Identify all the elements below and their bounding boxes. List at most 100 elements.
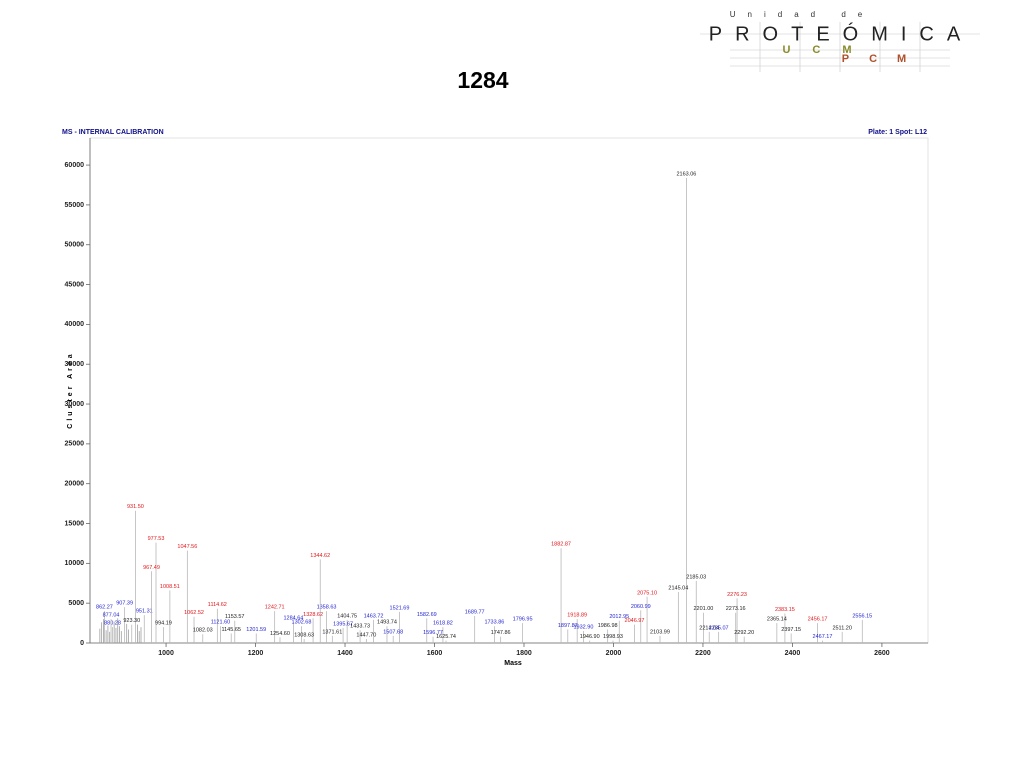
peak-label: 2103.99: [650, 629, 670, 635]
x-tick-label: 2200: [695, 650, 711, 657]
peak-label: 1308.63: [294, 632, 314, 638]
peak-label: 1121.60: [211, 620, 230, 626]
peak-label: 1328.62: [303, 612, 323, 618]
peak-label: 1082.03: [193, 628, 213, 634]
x-tick-label: 1400: [337, 650, 353, 657]
y-tick-label: 55000: [65, 202, 85, 209]
peak-label: 2456.17: [808, 617, 828, 623]
peak-label: 1433.73: [350, 624, 370, 630]
y-tick-label: 60000: [65, 162, 85, 169]
peak-label: 2185.03: [686, 574, 706, 580]
y-tick-label: 10000: [65, 560, 85, 567]
peak-label: 1618.82: [433, 621, 453, 627]
x-tick-label: 2600: [874, 650, 890, 657]
peak-label: 1302.68: [292, 620, 312, 626]
peak-label: 1358.63: [317, 605, 337, 611]
x-tick-label: 1200: [248, 650, 264, 657]
peak-label: 931.50: [127, 504, 144, 510]
peak-label: 2145.04: [668, 585, 688, 591]
peak-label: 951.31: [136, 609, 153, 615]
peak-label: 2060.99: [631, 604, 651, 610]
peak-label: 1371.61: [322, 629, 342, 635]
peak-label: 2397.15: [781, 627, 801, 633]
peak-label: 2214.04: [699, 625, 719, 631]
peak-label: 1507.68: [383, 629, 403, 635]
peak-label: 1582.69: [417, 612, 437, 618]
plot-frame: [89, 137, 929, 644]
peak-label: 2383.15: [775, 607, 795, 613]
peak-label: 2292.20: [734, 630, 754, 636]
peak-label: 1404.75: [337, 613, 357, 619]
peak-label: 2235.07: [709, 625, 729, 631]
y-tick-label: 45000: [65, 281, 85, 288]
peak-label: 1897.87: [558, 623, 578, 629]
peak-label: 2163.06: [676, 171, 696, 177]
peak-label: 1344.62: [310, 553, 330, 559]
peak-label: 2511.20: [832, 625, 851, 631]
peak-label: 1796.95: [513, 617, 533, 623]
y-tick-label: 30000: [65, 401, 85, 408]
peak-label: 2201.00: [693, 606, 713, 612]
x-tick-label: 1600: [427, 650, 443, 657]
peak-label: 1986.98: [598, 623, 618, 629]
y-tick-label: 25000: [65, 441, 85, 448]
peak-label: 1447.70: [356, 632, 376, 638]
peak-label: 2467.17: [813, 634, 833, 640]
peak-label: 994.19: [155, 621, 172, 627]
logo-ucm: UCM: [782, 44, 873, 56]
subtitle-right: Plate: 1 Spot: L12: [868, 129, 927, 136]
peak-label: 1008.51: [160, 584, 180, 590]
y-tick-label: 0: [80, 640, 84, 647]
logo-name: PROTEÓMICA: [709, 22, 973, 45]
peak-label: 1998.93: [603, 634, 623, 640]
peak-label: 1047.56: [177, 544, 197, 550]
y-tick-label: 50000: [65, 242, 85, 249]
subtitle-left: MS - INTERNAL CALIBRATION: [62, 129, 164, 136]
peak-label: 923.30: [123, 618, 140, 624]
x-axis-label: Mass: [504, 660, 522, 667]
peak-label: 1747.86: [491, 630, 511, 636]
peak-label: 1284.64: [283, 616, 303, 622]
peak-label: 1596.77: [423, 630, 443, 636]
peak-label: 862.27: [96, 605, 113, 611]
peak-label: 1254.60: [270, 631, 290, 637]
peak-label: 2012.95: [609, 614, 629, 620]
peak-label: 2075.10: [637, 590, 657, 596]
peak-label: 2273.16: [726, 606, 746, 612]
chart-title: 1284: [457, 67, 508, 93]
x-tick-label: 2400: [785, 650, 801, 657]
logo-grid: [700, 22, 980, 72]
peak-label: 1242.71: [265, 605, 285, 611]
logo-pcm: PCM: [842, 53, 926, 65]
y-tick-label: 35000: [65, 361, 85, 368]
peak-label: 2276.23: [727, 592, 747, 598]
peak-label: 1521.69: [390, 605, 410, 611]
peak-label: 880.28: [104, 621, 121, 627]
peak-label: 977.53: [148, 536, 165, 542]
peak-label: 907.39: [116, 601, 133, 607]
peak-label: 1153.57: [225, 614, 244, 620]
peak-label: 1062.52: [184, 610, 204, 616]
y-tick-label: 15000: [65, 520, 85, 527]
peak-label: 2365.14: [767, 617, 787, 623]
peak-label: 1689.77: [465, 609, 485, 615]
peak-label: 967.49: [143, 565, 160, 571]
x-tick-label: 2000: [606, 650, 622, 657]
y-tick-label: 20000: [65, 481, 85, 488]
peak-label: 2046.97: [625, 618, 645, 624]
peak-label: 1932.90: [574, 625, 594, 631]
peak-label: 1946.90: [580, 634, 600, 640]
peak-label: 1625.74: [436, 634, 456, 640]
peak-label: 877.04: [103, 613, 120, 619]
y-tick-label: 5000: [68, 600, 84, 607]
peak-label: 1463.72: [364, 613, 384, 619]
peak-label: 1493.74: [377, 620, 397, 626]
peak-label: 2556.15: [852, 613, 872, 619]
x-tick-label: 1000: [158, 650, 174, 657]
logo: Unidad de PROTEÓMICA UCM PCM: [700, 10, 980, 72]
peak-label: 1201.59: [246, 627, 266, 633]
y-axis-label: Cluster Area: [67, 351, 74, 428]
peak-label: 1145.65: [221, 627, 240, 633]
